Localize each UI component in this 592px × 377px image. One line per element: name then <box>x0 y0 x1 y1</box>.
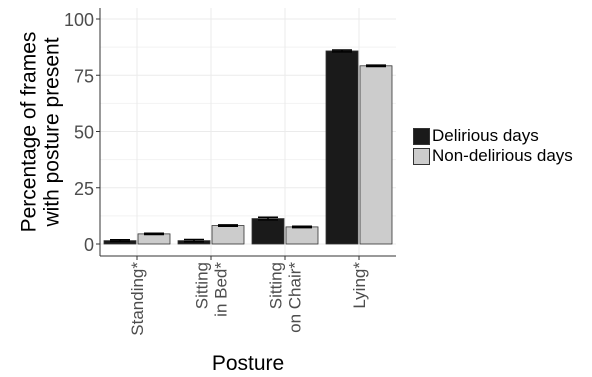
bar <box>359 65 393 245</box>
x-tick-label-line: Standing* <box>128 262 147 336</box>
y-tick-label: 75 <box>74 66 94 86</box>
y-tick-label: 100 <box>64 10 94 30</box>
x-axis-title: Posture <box>212 352 284 375</box>
y-axis-title: Percentage of frameswith posture present <box>18 32 64 233</box>
y-axis-title-line: with posture present <box>41 37 64 227</box>
grid-lines <box>100 8 396 256</box>
y-tick-label: 25 <box>74 179 94 199</box>
legend-item-delirious: Delirious days <box>413 126 573 146</box>
x-tick-label: Lying* <box>350 262 369 309</box>
y-axis-title-line: Percentage of frames <box>18 32 41 233</box>
x-tick-label-line: Lying* <box>350 262 369 309</box>
y-tick-label: 50 <box>74 123 94 143</box>
legend: Delirious days Non-delirious days <box>413 126 573 166</box>
bar <box>137 233 171 245</box>
x-tick-label-line: in Bed* <box>212 262 231 317</box>
y-tick-label: 0 <box>84 235 94 255</box>
x-tick-label-line: on Chair* <box>286 262 305 333</box>
legend-swatch-delirious <box>413 127 430 145</box>
x-tick-label: Standing* <box>128 262 147 336</box>
bar <box>285 226 319 245</box>
bar <box>211 225 245 245</box>
x-tick-label-line: Sitting <box>193 262 212 309</box>
legend-swatch-non-delirious <box>413 147 430 165</box>
legend-label-non-delirious: Non-delirious days <box>432 146 573 165</box>
legend-item-non-delirious: Non-delirious days <box>413 146 573 166</box>
bars <box>103 49 393 245</box>
x-tick-label: Sittingin Bed* <box>193 262 231 317</box>
legend-label-delirious: Delirious days <box>432 126 539 145</box>
bar <box>251 218 285 245</box>
axes <box>96 8 396 260</box>
bar <box>325 50 359 245</box>
x-tick-label-line: Sitting <box>267 262 286 309</box>
x-tick-label: Sittingon Chair* <box>267 262 305 333</box>
